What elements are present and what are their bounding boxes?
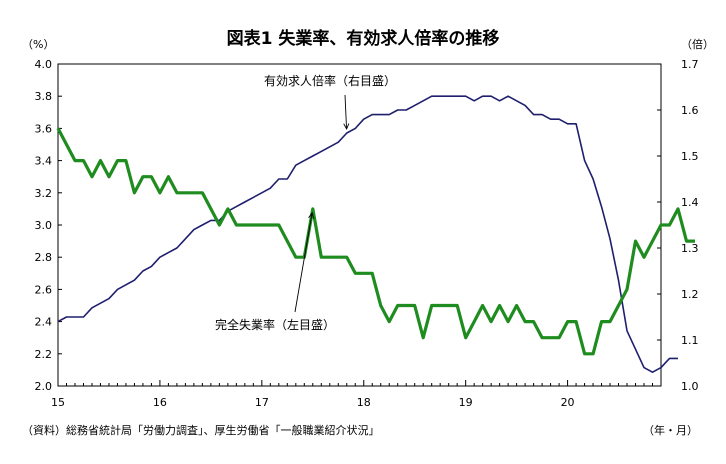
left-tick-label: 3.2	[35, 187, 53, 200]
left-tick-label: 3.4	[35, 155, 53, 168]
right-tick-label: 1.7	[681, 58, 699, 71]
annotation-layer: 有効求人倍率（右目盛） 完全失業率（左目盛）	[215, 73, 396, 332]
left-tick-label: 3.8	[35, 90, 53, 103]
right-tick-label: 1.5	[681, 150, 699, 163]
right-tick-label: 1.1	[681, 334, 699, 347]
source-note: （資料）総務省統計局「労働力調査」、厚生労働省「一般職業紹介状況」	[22, 423, 380, 437]
annotation-arrow	[294, 212, 313, 313]
x-axis-unit: （年・月）	[643, 423, 698, 437]
series-annotation-label: 有効求人倍率（右目盛）	[264, 73, 396, 88]
annotation-arrowhead	[308, 211, 315, 219]
x-tick-label: 19	[459, 396, 473, 409]
right-tick-label: 1.4	[681, 196, 699, 209]
left-axis: 2.0 2.2 2.4 2.6 2.8 3.0 3.2 3.4 3.6 3.8 4.0	[35, 58, 62, 393]
x-axis: 15 16 17 18 19 20	[51, 380, 662, 409]
right-tick-label: 1.0	[681, 380, 699, 393]
x-tick-label: 15	[51, 396, 65, 409]
unemployment-line	[56, 127, 695, 356]
jobs-ratio-line	[57, 95, 678, 374]
left-tick-label: 2.0	[35, 380, 53, 393]
series-annotation-label: 完全失業率（左目盛）	[215, 317, 335, 332]
x-tick-label: 18	[357, 396, 371, 409]
left-tick-label: 2.4	[35, 316, 53, 329]
left-tick-label: 2.6	[35, 283, 53, 296]
annotation-arrowhead	[343, 123, 350, 131]
annotation-arrow	[344, 94, 348, 130]
left-tick-label: 3.0	[35, 219, 53, 232]
left-tick-label: 2.8	[35, 251, 53, 264]
left-tick-label: 3.6	[35, 122, 53, 135]
x-tick-label: 17	[255, 396, 269, 409]
right-tick-label: 1.2	[681, 288, 699, 301]
x-tick-label: 16	[153, 396, 167, 409]
plot-frame	[57, 63, 662, 387]
left-tick-label: 4.0	[35, 58, 53, 71]
right-axis: 1.0 1.1 1.2 1.3 1.4 1.5 1.6 1.7	[657, 58, 699, 393]
x-tick-label: 20	[561, 396, 575, 409]
left-tick-label: 2.2	[35, 348, 53, 361]
chart-title: 図表1 失業率、有効求人倍率の推移	[227, 28, 500, 49]
left-axis-unit: （%）	[22, 38, 54, 51]
right-tick-label: 1.6	[681, 104, 699, 117]
right-tick-label: 1.3	[681, 242, 699, 255]
right-axis-unit: （倍）	[681, 37, 714, 51]
series-layer	[56, 95, 695, 374]
